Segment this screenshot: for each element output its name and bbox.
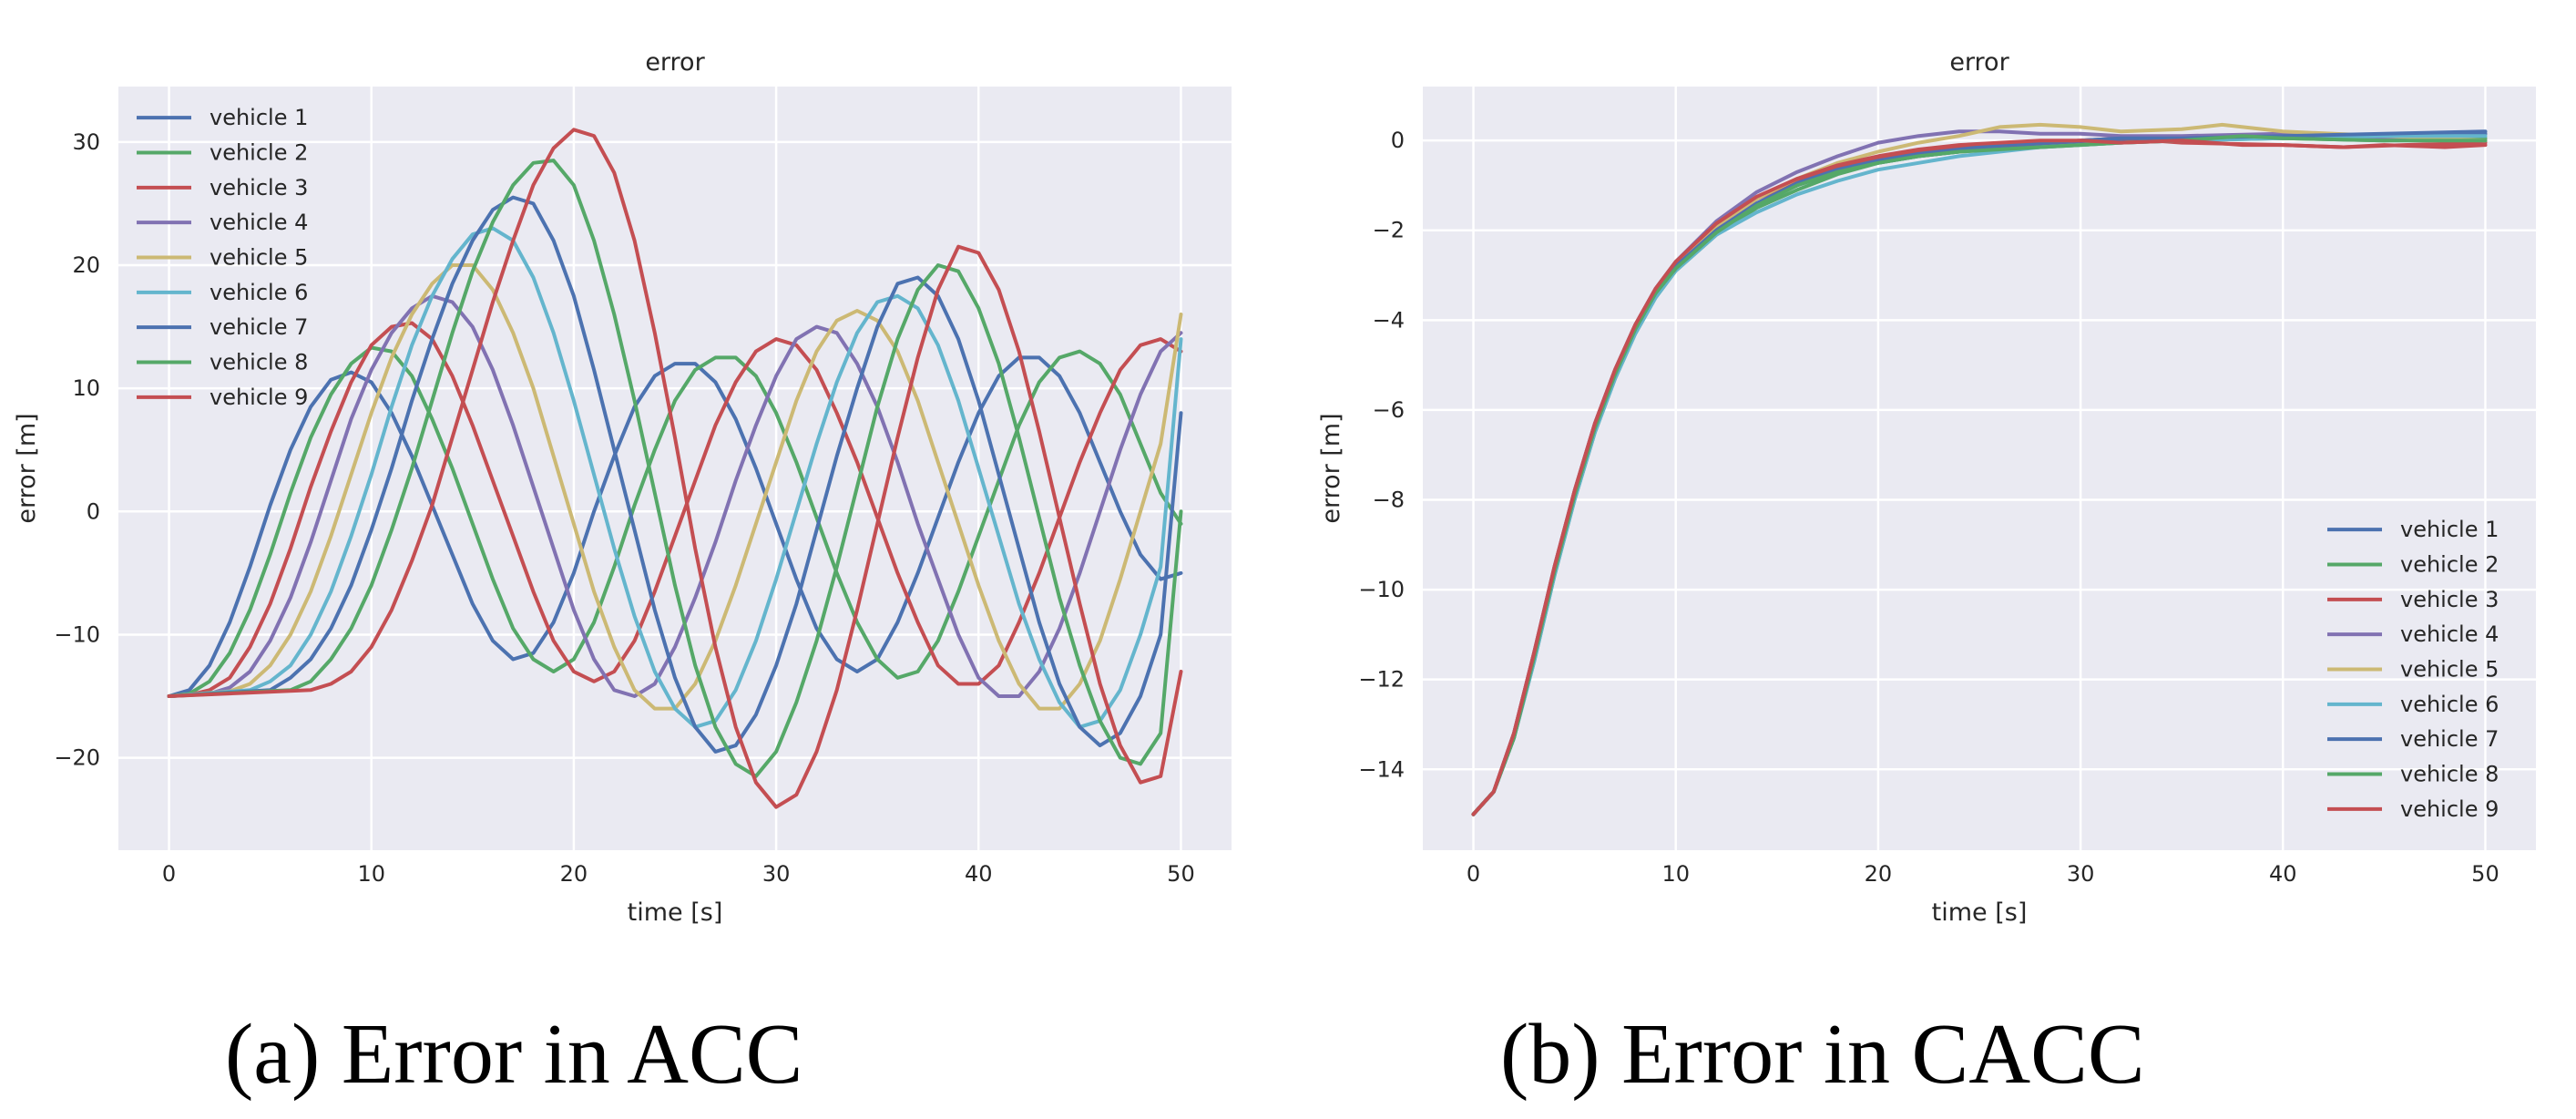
- x-tick-label: 10: [357, 861, 385, 887]
- legend-label-6: vehicle 6: [210, 280, 308, 305]
- legend-label-4: vehicle 4: [210, 210, 308, 235]
- x-tick-label: 30: [762, 861, 791, 887]
- caption-acc: (a) Error in ACC: [225, 1007, 803, 1102]
- chart-title: error: [645, 48, 705, 77]
- y-tick-label: 0: [87, 498, 100, 524]
- y-tick-label: 0: [1391, 128, 1405, 153]
- series-lines: [167, 128, 1183, 809]
- y-tick-label: −14: [1358, 756, 1405, 782]
- x-tick-label: 50: [2471, 861, 2499, 887]
- y-tick-label: 10: [72, 375, 100, 401]
- chart-title: error: [1949, 48, 2009, 77]
- x-tick-label: 40: [965, 861, 993, 887]
- series-line-5: [167, 263, 1183, 711]
- y-tick-label: 20: [72, 252, 100, 278]
- x-tick-label: 20: [560, 861, 588, 887]
- y-axis-label: error [m]: [1317, 413, 1345, 523]
- y-tick-label: −20: [54, 745, 100, 771]
- x-tick-label: 40: [2269, 861, 2297, 887]
- x-tick-label: 50: [1167, 861, 1195, 887]
- legend-label-8: vehicle 8: [210, 350, 308, 375]
- x-tick-label: 20: [1865, 861, 1893, 887]
- x-tick-label: 30: [2067, 861, 2095, 887]
- legend-label-7: vehicle 7: [210, 314, 308, 340]
- legend-label-5: vehicle 5: [2400, 657, 2499, 683]
- x-tick-label: 10: [1661, 861, 1690, 887]
- series-line-9: [1471, 139, 2488, 816]
- y-axis-label: error [m]: [13, 413, 41, 523]
- x-tick-label: 0: [1467, 861, 1480, 887]
- legend-label-8: vehicle 8: [2400, 762, 2499, 787]
- chart-2: 0 10 20 30 40 50 −14 −12 −10 −8 −6 −4 −2 0 error time […: [1317, 48, 2536, 927]
- y-tick-label: −12: [1358, 667, 1405, 693]
- series-lines: [1471, 122, 2488, 816]
- legend-label-2: vehicle 2: [210, 140, 308, 166]
- series-line-7: [167, 195, 1183, 754]
- y-tick-label: −2: [1373, 218, 1405, 243]
- series-line-3: [167, 321, 1183, 698]
- legend-label-1: vehicle 1: [210, 105, 308, 130]
- legend-label-5: vehicle 5: [210, 245, 308, 271]
- y-tick-label: −10: [1358, 577, 1405, 602]
- y-tick-label: −10: [54, 621, 100, 647]
- legend-label-3: vehicle 3: [2400, 587, 2499, 612]
- series-line-6: [167, 226, 1183, 729]
- legend-label-6: vehicle 6: [2400, 692, 2499, 717]
- x-tick-label: 0: [162, 861, 176, 887]
- legend: vehicle 1 vehicle 2 vehicle 3 vehicle 4 vehi…: [2327, 517, 2499, 822]
- y-tick-label: −4: [1373, 307, 1405, 333]
- legend-label-9: vehicle 9: [2400, 796, 2499, 822]
- x-axis-label: time [s]: [628, 898, 723, 927]
- series-line-1: [167, 355, 1183, 698]
- chart-1: 0 10 20 30 40 50 −20 −10 0 10 20 30 error time [s] err…: [13, 48, 1232, 927]
- x-axis-label: time [s]: [1932, 898, 2028, 927]
- legend-label-4: vehicle 4: [2400, 621, 2499, 647]
- plot-background: [118, 87, 1232, 850]
- legend: vehicle 1 vehicle 2 vehicle 3 vehicle 4 vehi…: [137, 105, 308, 410]
- legend-label-9: vehicle 9: [210, 385, 308, 410]
- legend-label-3: vehicle 3: [210, 175, 308, 200]
- legend-label-7: vehicle 7: [2400, 726, 2499, 752]
- series-line-9: [167, 128, 1183, 809]
- plot-background: [1423, 87, 2536, 850]
- caption-cacc: (b) Error in CACC: [1500, 1007, 2145, 1102]
- y-tick-label: −8: [1373, 488, 1405, 513]
- legend-label-2: vehicle 2: [2400, 552, 2499, 578]
- series-line-2: [167, 345, 1183, 698]
- series-line-8: [167, 159, 1183, 778]
- legend-label-1: vehicle 1: [2400, 517, 2499, 542]
- y-tick-label: −6: [1373, 397, 1405, 423]
- y-tick-label: 30: [72, 129, 100, 155]
